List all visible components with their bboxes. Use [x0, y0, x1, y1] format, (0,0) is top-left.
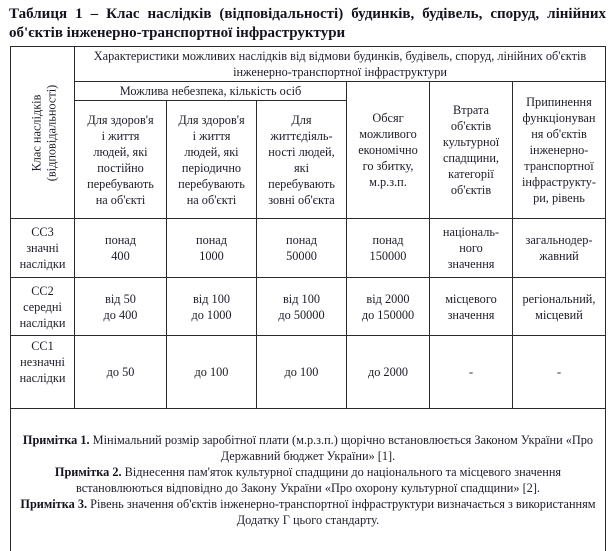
header-economic-loss: Обсяг можливого економічно го збитку, м.… — [346, 81, 430, 219]
note-2-lead: Примітка 2. — [54, 465, 122, 479]
cell-cc3-heritage: національ- ного значення — [429, 218, 513, 278]
corner-header-label: Клас наслідків (відповідальності) — [29, 84, 58, 181]
cell-cc1-heritage: - — [429, 335, 513, 409]
table-row-cc2: СС2 середні наслідки від 50 до 400 від 1… — [10, 277, 606, 336]
row-label-cc3: СС3 значні наслідки — [10, 218, 75, 278]
notes-cell: Примітка 1. Мінімальний розмір заробітно… — [10, 408, 606, 551]
row-label-cc1: СС1 незначні наслідки — [10, 335, 75, 409]
cell-cc3-outside: понад 50000 — [256, 218, 347, 278]
header-characteristics: Характеристики можливих наслідків від ві… — [74, 46, 606, 82]
note-1: Примітка 1. Мінімальний розмір заробітно… — [13, 432, 603, 464]
consequence-class-table: Клас наслідків (відповідальності) Характ… — [10, 46, 606, 551]
cell-cc3-infrastructure: загальнодер- жавний — [512, 218, 606, 278]
header-infrastructure-shutdown: Припинення функціонуван ня об'єктів інже… — [512, 81, 606, 219]
cell-cc1-loss: до 2000 — [346, 335, 430, 409]
rotated-text-wrapper: Клас наслідків (відповідальності) — [13, 50, 74, 215]
table-caption: Таблиця 1 – Клас наслідків (відповідальн… — [9, 6, 606, 41]
header-periodic-occupants: Для здоров'я і життя людей, які періодич… — [166, 100, 257, 219]
cell-cc2-periodic: від 100 до 1000 — [166, 277, 257, 336]
note-1-lead: Примітка 1. — [22, 433, 90, 447]
row-label-cc2: СС2 середні наслідки — [10, 277, 75, 336]
header-outside-people: Для життєдіяль- ності людей, які перебув… — [256, 100, 347, 219]
table-row-cc1: СС1 незначні наслідки до 50 до 100 до 10… — [10, 335, 606, 409]
cell-cc1-infrastructure: - — [512, 335, 606, 409]
note-3-text: Рівень значення об'єктів інженерно-транс… — [90, 497, 596, 527]
note-3-lead: Примітка 3. — [20, 497, 88, 511]
cell-cc2-infrastructure: регіональний, місцевий — [512, 277, 606, 336]
note-2: Примітка 2. Віднесення пам'яток культурн… — [13, 464, 603, 496]
table-row-cc3: СС3 значні наслідки понад 400 понад 1000… — [10, 218, 606, 278]
cell-cc2-loss: від 2000 до 150000 — [346, 277, 430, 336]
cell-cc2-heritage: місцевого значення — [429, 277, 513, 336]
cell-cc1-periodic: до 100 — [166, 335, 257, 409]
cell-cc3-permanent: понад 400 — [74, 218, 167, 278]
cell-cc3-loss: понад 150000 — [346, 218, 430, 278]
cell-cc2-permanent: від 50 до 400 — [74, 277, 167, 336]
header-permanent-occupants: Для здоров'я і життя людей, які постійно… — [74, 100, 167, 219]
cell-cc3-periodic: понад 1000 — [166, 218, 257, 278]
cell-cc1-permanent: до 50 — [74, 335, 167, 409]
corner-header-class: Клас наслідків (відповідальності) — [10, 46, 75, 219]
cell-cc2-outside: від 100 до 50000 — [256, 277, 347, 336]
note-3: Примітка 3. Рівень значення об'єктів інж… — [13, 496, 603, 528]
note-2-text: Віднесення пам'яток культурної спадщини … — [76, 465, 562, 495]
header-group-danger: Можлива небезпека, кількість осіб — [74, 81, 347, 101]
cell-cc1-outside: до 100 — [256, 335, 347, 409]
header-cultural-heritage: Втрата об'єктів культурної спадщини, кат… — [429, 81, 513, 219]
note-1-text: Мінімальний розмір заробітної плати (м.р… — [92, 433, 594, 463]
